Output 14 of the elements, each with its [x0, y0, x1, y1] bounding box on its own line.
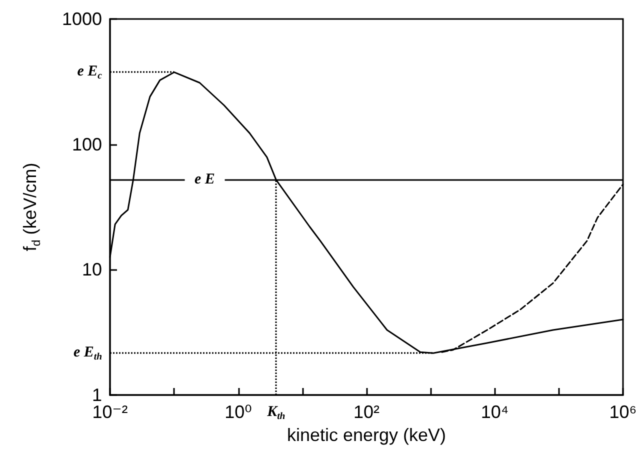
ref-line-label: e E$_{c}$: [77, 64, 102, 82]
y-tick-label: 1000: [62, 9, 102, 29]
annotation: e E: [184, 170, 225, 190]
x-axis-title: kinetic energy (keV): [286, 424, 446, 445]
x-tick-label: 10²: [353, 402, 380, 422]
ref-line-label: e E$_{th}$: [73, 344, 102, 362]
x-tick-label: 10⁻²: [92, 402, 128, 422]
y-tick-label: 100: [72, 134, 102, 154]
x-tick-label: 10⁰: [224, 402, 252, 422]
x-tick-label: 10⁴: [480, 402, 509, 422]
x-tick-label: 10⁶: [609, 402, 637, 422]
y-tick-label: 1: [92, 385, 102, 405]
ref-line-label: K$_{th}$: [267, 404, 286, 422]
y-tick-label: 10: [82, 260, 102, 280]
